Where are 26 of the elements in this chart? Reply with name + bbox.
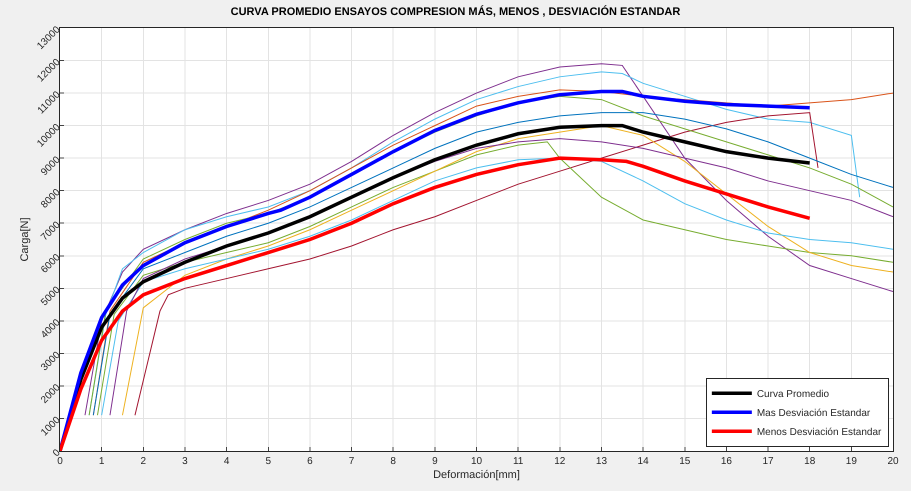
legend-label: Mas Desviación Estandar [756, 408, 871, 420]
x-tick-label: 16 [720, 456, 732, 467]
x-tick-label: 11 [512, 456, 524, 467]
x-tick-label: 4 [224, 456, 230, 467]
x-tick-label: 13 [596, 456, 608, 467]
legend-label: Curva Promedio [756, 389, 830, 400]
legend-label: Menos Desviación Estandar [756, 427, 882, 438]
x-tick-label: 3 [182, 456, 188, 467]
x-tick-label: 9 [432, 456, 438, 467]
chart-title: CURVA PROMEDIO ENSAYOS COMPRESION MÁS, MENOS , DESVIACIÓN ESTANDAR [230, 5, 680, 18]
x-tick-label: 20 [887, 456, 899, 467]
x-tick-label: 1 [98, 456, 105, 467]
x-tick-label: 10 [470, 456, 482, 467]
x-tick-label: 12 [554, 456, 566, 467]
x-tick-label: 18 [804, 456, 816, 467]
x-tick-label: 5 [265, 456, 272, 467]
x-tick-label: 6 [307, 456, 314, 467]
x-tick-label: 15 [679, 456, 691, 467]
x-tick-label: 2 [140, 456, 147, 467]
x-tick-label: 8 [390, 456, 396, 467]
x-tick-label: 14 [638, 456, 650, 467]
x-tick-label: 19 [846, 456, 858, 467]
x-tick-label: 7 [348, 456, 355, 467]
x-axis-title: Deformación[mm] [433, 469, 520, 482]
x-tick-label: 17 [762, 456, 774, 467]
y-axis-title: Carga[N] [18, 217, 31, 262]
